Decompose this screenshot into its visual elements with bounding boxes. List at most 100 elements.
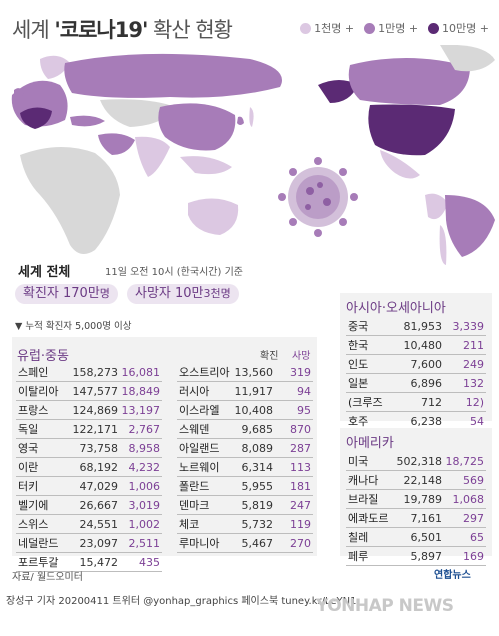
country-name: 브라질 — [348, 493, 379, 506]
confirmed-count: 5,897 — [410, 550, 443, 563]
confirmed-count: 8,089 — [241, 442, 274, 455]
country-name: 노르웨이 — [179, 461, 220, 474]
europe-title: 유럽·중동 — [17, 349, 69, 364]
table-row: 러시아 11,917 94 — [177, 382, 313, 401]
confirmed-count: 19,789 — [403, 493, 443, 506]
title-suffix: 확산 현황 — [147, 18, 233, 42]
death-count: 270 — [290, 537, 311, 550]
map-scandinavia — [40, 55, 70, 79]
death-count: 319 — [290, 366, 311, 379]
confirmed-count: 15,472 — [79, 556, 119, 569]
map-mexico — [380, 150, 420, 179]
confirmed-count: 5,819 — [241, 499, 274, 512]
table-row: 캐나다 22,148 569 — [346, 471, 486, 490]
table-row: 벨기에 26,667 3,019 — [16, 496, 162, 515]
confirmed-count: 5,467 — [241, 537, 274, 550]
title-bold: '코로나19' — [54, 18, 148, 42]
country-name: 에콰도르 — [348, 512, 389, 525]
table-row: 아일랜드 8,089 287 — [177, 439, 313, 458]
death-count: 4,232 — [128, 461, 161, 474]
legend-dot-icon — [364, 22, 376, 34]
virus-illustration — [278, 157, 358, 237]
country-name: 네덜란드 — [18, 537, 59, 550]
confirmed-count: 502,318 — [396, 455, 443, 468]
country-name: 페루 — [348, 550, 369, 563]
death-count: 18,849 — [121, 385, 161, 398]
legend-label: 1천명 + — [314, 22, 355, 35]
map-russia — [64, 53, 282, 98]
confirmed-count: 6,238 — [410, 415, 443, 428]
america-panel: 아메리카 미국 502,318 18,725 캐나다 22,148 569 브라질 19,78… — [340, 428, 492, 566]
confirmed-count: 6,501 — [410, 531, 443, 544]
legend-item-10k: 1만명 + — [364, 20, 418, 36]
confirmed-count: 7,161 — [410, 512, 443, 525]
page-title: 세계 '코로나19' 확산 현황 — [12, 14, 233, 44]
legend-dot-icon — [300, 22, 312, 34]
footer-credits: 장성구 기자 20200411 트위터 @yonhap_graphics 페이스… — [6, 596, 357, 607]
table-row: 이스라엘 10,408 95 — [177, 401, 313, 420]
world-summary: 세계 전체 11일 오전 10시 (한국시간) 기준 확진자 170만명 사망자… — [15, 258, 335, 308]
country-name: 이란 — [18, 461, 39, 474]
confirmed-count: 7,600 — [410, 358, 443, 371]
confirmed-count: 68,192 — [79, 461, 119, 474]
confirmed-count: 10,480 — [403, 339, 443, 352]
country-name: 일본 — [348, 377, 369, 390]
map-europe-core — [20, 107, 52, 129]
map-ecuador-peru — [425, 193, 448, 220]
source-credit: 자료/ 월드오미터 — [12, 572, 83, 583]
summary-title: 세계 전체 — [18, 265, 71, 280]
country-name: 호주 — [348, 415, 369, 428]
confirmed-count: 10,408 — [234, 404, 274, 417]
country-name: 중국 — [348, 320, 369, 333]
death-count: 119 — [290, 518, 311, 531]
country-name: 이스라엘 — [179, 404, 220, 417]
death-count: 132 — [463, 377, 484, 390]
death-count: 1,002 — [128, 518, 161, 531]
death-count: 297 — [463, 512, 484, 525]
legend-label: 10만명 + — [442, 22, 489, 35]
america-title: 아메리카 — [346, 436, 394, 451]
confirmed-count: 5,955 — [241, 480, 274, 493]
confirmed-count: 712 — [421, 396, 442, 409]
table-row: 포르투갈 15,472 435 — [16, 553, 162, 572]
confirmed-count: 6,896 — [410, 377, 443, 390]
country-name: 체코 — [179, 518, 200, 531]
country-name: 포르투갈 — [18, 556, 59, 569]
deaths-label: 사망자 — [135, 286, 176, 301]
death-count: 8,958 — [128, 442, 161, 455]
col-deaths-header: 사망 — [292, 351, 311, 362]
death-count: 3,339 — [452, 320, 485, 333]
death-count: 247 — [290, 499, 311, 512]
map-brazil — [445, 195, 495, 257]
confirmed-count: 73,758 — [79, 442, 119, 455]
table-row: 덴마크 5,819 247 — [177, 496, 313, 515]
confirmed-count: 147,577 — [72, 385, 119, 398]
table-row: 체코 5,732 119 — [177, 515, 313, 534]
confirmed-count: 5,732 — [241, 518, 274, 531]
country-name: 이탈리아 — [18, 385, 59, 398]
confirmed-count: 124,869 — [72, 404, 119, 417]
death-count: 569 — [463, 474, 484, 487]
map-korea — [237, 116, 244, 125]
death-count: 2,767 — [128, 423, 161, 436]
map-india — [135, 136, 170, 177]
death-count: 1,006 — [128, 480, 161, 493]
table-row: 폴란드 5,955 181 — [177, 477, 313, 496]
table-row: 스위스 24,551 1,002 — [16, 515, 162, 534]
table-row: 미국 502,318 18,725 — [346, 452, 486, 471]
map-central-asia — [100, 99, 175, 127]
death-count: 287 — [290, 442, 311, 455]
country-name: (크루즈 — [348, 396, 383, 409]
map-africa — [20, 146, 120, 254]
title-prefix: 세계 — [12, 18, 55, 42]
country-name: 스위스 — [18, 518, 49, 531]
map-uk — [14, 88, 24, 98]
country-name: 터키 — [18, 480, 39, 493]
table-row: 오스트리아 13,560 319 — [177, 363, 313, 382]
table-row: 페루 5,897 169 — [346, 547, 486, 566]
table-row: 한국 10,480 211 — [346, 336, 486, 355]
map-middle-east — [98, 133, 135, 155]
death-count: 18,725 — [445, 455, 485, 468]
table-row: 네덜란드 23,097 2,511 — [16, 534, 162, 553]
country-name: 러시아 — [179, 385, 210, 398]
